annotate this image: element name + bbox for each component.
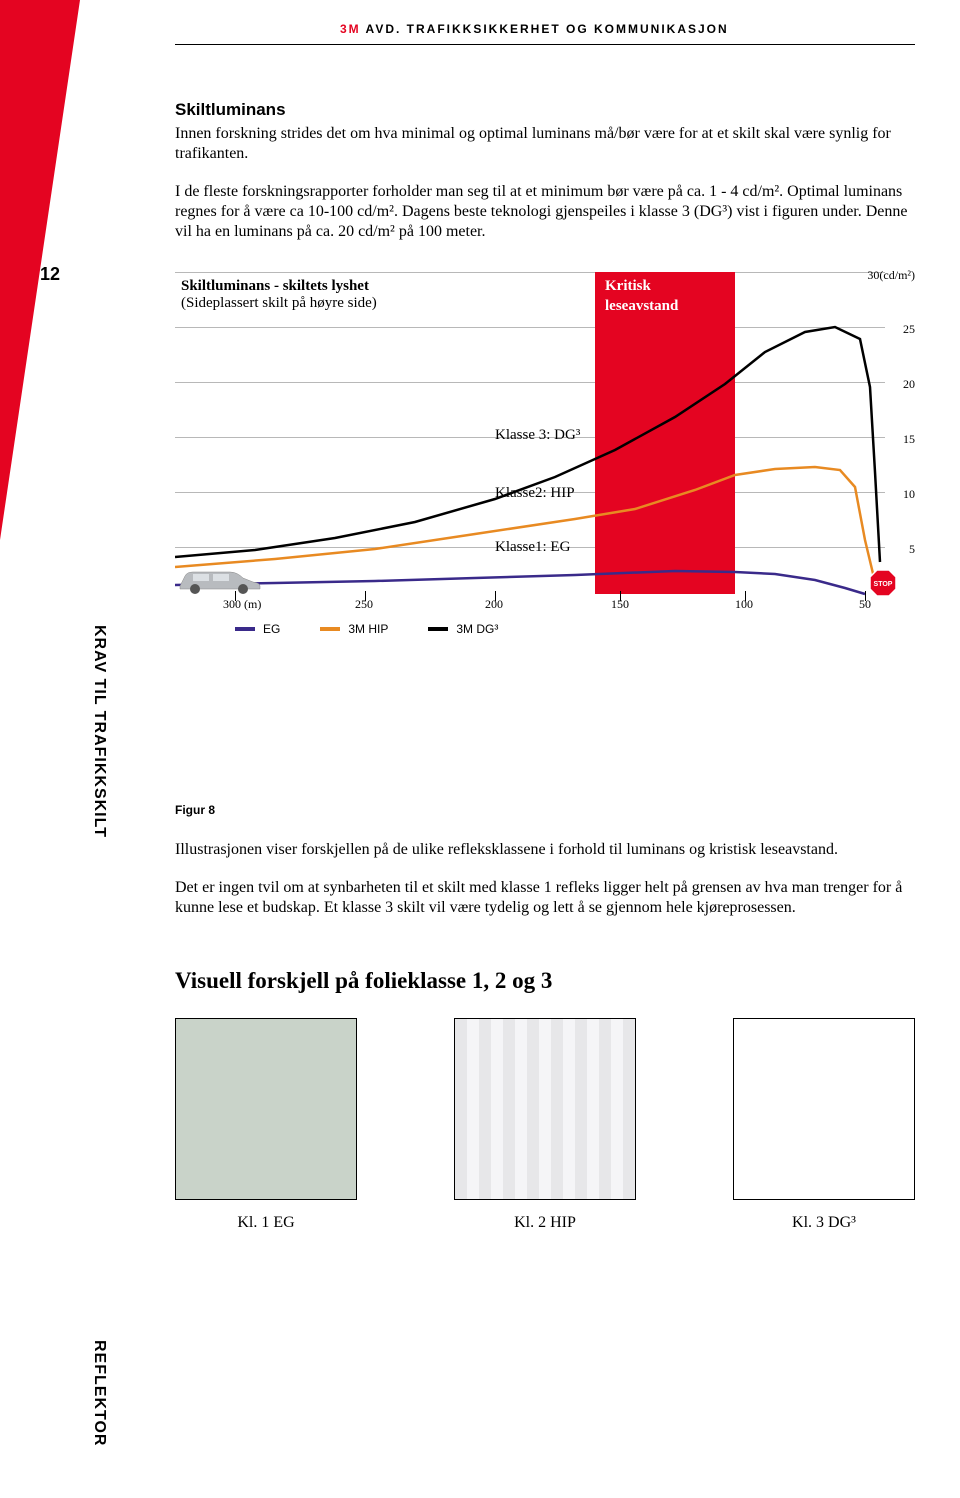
page-header: 3M AVD. TRAFIKKSIKKERHET OG KOMMUNIKASJO… [340, 22, 729, 36]
main-content-top: Skiltluminans Innen forskning strides de… [175, 100, 915, 652]
swatch-label-3: Kl. 3 DG³ [733, 1214, 915, 1232]
swatch-col-1: Kl. 1 EG [175, 1018, 357, 1232]
swatch-col-3: Kl. 3 DG³ [733, 1018, 915, 1232]
swatch-row: Kl. 1 EG Kl. 2 HIP Kl. 3 DG³ [175, 1018, 915, 1232]
header-rule [175, 44, 915, 45]
legend-label-eg: EG [263, 622, 280, 636]
x-tick: 300 (m) [223, 597, 261, 612]
legend-hip: 3M HIP [320, 622, 388, 636]
x-tick-mark [365, 591, 366, 601]
x-tick-mark [865, 591, 866, 601]
chart-curves [175, 272, 885, 597]
y-tick: 10 [903, 487, 915, 502]
swatch-col-2: Kl. 2 HIP [454, 1018, 636, 1232]
x-tick-mark [745, 591, 746, 601]
swatch-kl1 [175, 1018, 357, 1200]
swatch-label-2: Kl. 2 HIP [454, 1214, 636, 1232]
sidebar-label-krav: KRAV TIL TRAFIKKSKILT [90, 625, 108, 838]
x-tick-mark [620, 591, 621, 601]
legend-eg: EG [235, 622, 280, 636]
section2-p1: Illustrasjonen viser forskjellen på de u… [175, 840, 915, 860]
main-content-bottom: Illustrasjonen viser forskjellen på de u… [175, 840, 915, 1232]
x-tick-mark [495, 591, 496, 601]
x-tick: 200 [485, 597, 503, 612]
section1-p1: Innen forskning strides det om hva minim… [175, 124, 915, 164]
car-icon [175, 564, 265, 594]
legend-swatch-eg [235, 627, 255, 631]
stop-sign-icon: STOP [869, 569, 897, 597]
legend-swatch-hip [320, 627, 340, 631]
x-tick: 100 [735, 597, 753, 612]
section1-p2: I de fleste forskningsrapporter forholde… [175, 182, 915, 242]
swatch-kl2 [454, 1018, 636, 1200]
swatch-label-1: Kl. 1 EG [175, 1214, 357, 1232]
legend-swatch-dg3 [428, 627, 448, 631]
y-tick: 5 [909, 542, 915, 557]
chart-legend: EG 3M HIP 3M DG³ [235, 622, 498, 636]
section1-title: Skiltluminans [175, 100, 915, 120]
legend-label-dg3: 3M DG³ [456, 622, 498, 636]
svg-text:STOP: STOP [874, 581, 893, 588]
legend-label-hip: 3M HIP [348, 622, 388, 636]
luminance-chart: Kritisk leseavstand Skiltluminans - skil… [175, 272, 915, 652]
swatch-kl3 [733, 1018, 915, 1200]
y-tick: 15 [903, 432, 915, 447]
legend-dg3: 3M DG³ [428, 622, 498, 636]
sidebar-label-reflektor: REFLEKTOR [90, 1340, 108, 1446]
brand-3m: 3M [340, 22, 361, 36]
section2-p2: Det er ingen tvil om at synbarheten til … [175, 878, 915, 918]
y-tick: 25 [903, 322, 915, 337]
header-dept: AVD. TRAFIKKSIKKERHET OG KOMMUNIKASJON [361, 22, 729, 36]
red-corner-triangle [0, 0, 80, 540]
y-tick: 20 [903, 377, 915, 392]
visual-title: Visuell forskjell på folieklasse 1, 2 og… [175, 968, 915, 994]
figur8-label: Figur 8 [175, 803, 215, 817]
x-tick: 250 [355, 597, 373, 612]
